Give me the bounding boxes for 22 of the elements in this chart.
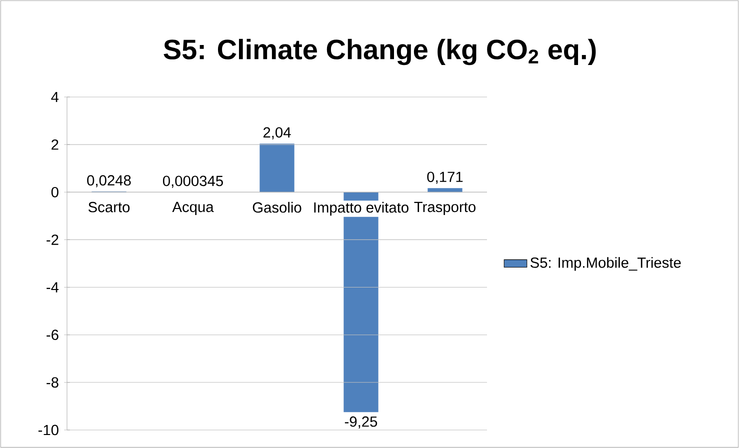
x-tick-label: Acqua (172, 202, 214, 216)
bar (428, 188, 462, 192)
y-tick-label: 4 (51, 92, 59, 102)
y-tick-label: -6 (46, 330, 58, 340)
y-tick-label: -8 (46, 377, 58, 388)
data-label: 0,000345 (162, 176, 223, 188)
bar (260, 144, 294, 192)
legend-label: S5: Imp.Mobile_Trieste (530, 257, 681, 271)
y-tick-label: 0 (51, 186, 58, 198)
data-label: 0,171 (427, 172, 463, 184)
x-tick-label: Trasporto (414, 202, 476, 216)
x-tick-label: Gasolio (252, 202, 302, 213)
data-label: 2,04 (263, 127, 291, 140)
chart-title: S5: Climate Change (kg CO$_{2}$ eq.) (164, 38, 596, 66)
data-label: 0,0248 (87, 175, 131, 188)
y-tick-label: -10 (38, 424, 58, 436)
x-tick-label: Scarto (88, 202, 130, 212)
x-tick-label: Impatto evitato (314, 202, 408, 216)
y-tick-label: 2 (52, 139, 58, 150)
y-tick-label: -2 (46, 234, 58, 245)
data-label: -9,25 (344, 416, 378, 429)
y-tick-label: -4 (46, 282, 59, 292)
